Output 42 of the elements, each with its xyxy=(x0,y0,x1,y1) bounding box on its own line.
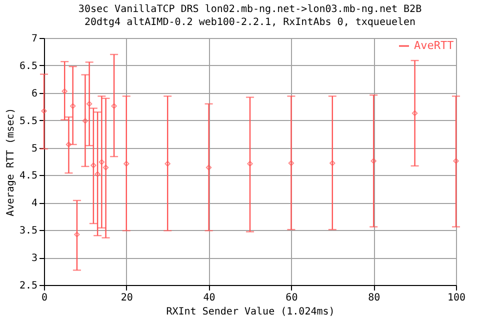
y-tick-label: 4 xyxy=(31,198,38,210)
point xyxy=(82,118,88,124)
point xyxy=(66,142,72,148)
point xyxy=(164,160,170,167)
y-tick-label: 6 xyxy=(31,88,38,100)
x-axis-title: RXInt Sender Value (1.024ms) xyxy=(166,306,335,318)
y-tick-label: 7 xyxy=(31,34,38,44)
point xyxy=(94,171,100,177)
point xyxy=(62,88,68,94)
point xyxy=(124,160,130,167)
point xyxy=(370,158,376,164)
x-tick-label: 0 xyxy=(41,292,48,304)
point xyxy=(102,164,109,170)
chart-subtitle: 20dtg4 altAIMD-0.2 web100-2.2.1, RxIntAbs 0, txqueuelen xyxy=(84,17,416,28)
point xyxy=(206,164,212,170)
point xyxy=(453,158,459,164)
x-tick-label: 20 xyxy=(120,292,133,304)
y-axis-title: Average RTT (msec) xyxy=(5,108,16,216)
point xyxy=(41,108,47,114)
point xyxy=(74,232,80,238)
point xyxy=(86,101,92,107)
y-tick-label: 5 xyxy=(31,143,38,154)
y-tick-label: 2.5 xyxy=(19,280,38,292)
x-tick-label: 80 xyxy=(368,292,380,304)
legend-label: AveRTT xyxy=(414,39,454,52)
y-tick-label: 6.5 xyxy=(19,60,38,72)
x-tick-label: 60 xyxy=(286,292,298,304)
point xyxy=(98,159,105,165)
point xyxy=(412,110,418,116)
x-tick-label: 100 xyxy=(447,292,466,304)
point xyxy=(111,103,117,109)
point xyxy=(90,162,96,168)
point xyxy=(288,160,294,166)
x-tick-label: 40 xyxy=(203,292,216,304)
y-tick-label: 4.5 xyxy=(19,170,38,182)
y-tick-label: 5.5 xyxy=(19,116,38,127)
point xyxy=(70,103,76,109)
y-tick-label: 3.5 xyxy=(19,226,38,237)
point xyxy=(330,160,336,166)
y-tick-label: 3 xyxy=(31,253,38,264)
chart-title: 30sec VanillaTCP DRS lon02.mb-ng.net->lon03.mb-ng.net B2B xyxy=(78,4,422,15)
point xyxy=(247,160,253,167)
